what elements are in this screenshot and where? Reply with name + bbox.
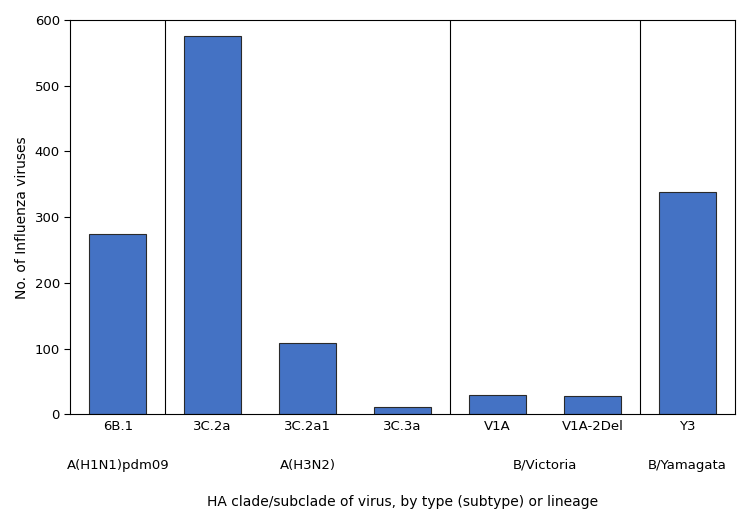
Text: A(H1N1)pdm09: A(H1N1)pdm09 [67,459,169,472]
Text: HA clade/subclade of virus, by type (subtype) or lineage: HA clade/subclade of virus, by type (sub… [207,495,598,509]
Y-axis label: No. of Influenza viruses: No. of Influenza viruses [15,136,29,298]
Bar [564,396,621,414]
Text: B/Victoria: B/Victoria [513,459,578,472]
Bar [374,407,431,414]
Bar [659,192,716,414]
Bar [184,36,242,414]
Bar [279,343,336,414]
Bar [469,395,526,414]
Bar [89,234,146,414]
Text: A(H3N2): A(H3N2) [280,459,336,472]
Text: B/Yamagata: B/Yamagata [648,459,727,472]
